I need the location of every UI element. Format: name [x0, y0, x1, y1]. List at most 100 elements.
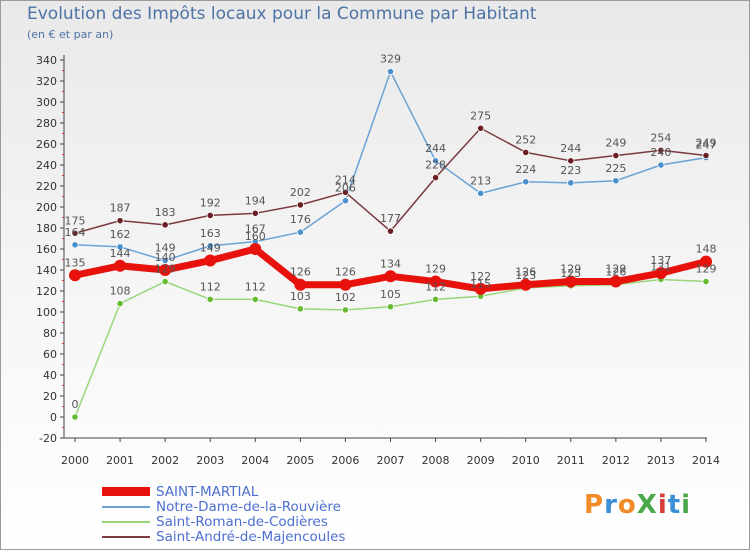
data-label: 225 — [605, 162, 626, 175]
data-point — [567, 157, 575, 165]
data-label: 224 — [515, 163, 536, 176]
data-point — [206, 295, 214, 303]
data-point — [69, 269, 81, 282]
data-label: 129 — [560, 263, 581, 276]
legend-swatch — [102, 487, 150, 496]
data-label: 194 — [245, 194, 266, 207]
data-point — [702, 277, 710, 286]
data-point — [161, 277, 169, 286]
data-label: 213 — [470, 174, 491, 187]
data-label: 137 — [650, 254, 671, 267]
data-point — [384, 270, 397, 283]
x-tick-label: 2009 — [467, 454, 495, 467]
data-point — [341, 197, 350, 205]
legend-swatch — [102, 505, 150, 508]
data-point — [159, 264, 172, 276]
legend-item: Saint-Roman-de-Codières — [102, 513, 345, 530]
data-label: 112 — [200, 280, 221, 293]
data-label: 126 — [515, 266, 536, 279]
legend-label: Saint-André-de-Majencoules — [156, 528, 346, 545]
data-label: 115 — [470, 277, 491, 290]
y-tick-label: 140 — [36, 264, 57, 277]
data-point — [296, 201, 304, 209]
data-point — [341, 188, 350, 196]
y-tick-label: 160 — [36, 243, 57, 256]
x-tick-label: 2007 — [377, 454, 405, 467]
data-label: 125 — [560, 267, 581, 280]
data-label: 244 — [425, 142, 446, 155]
data-label: 129 — [155, 263, 176, 276]
data-label: 254 — [650, 131, 671, 144]
data-label: 202 — [290, 186, 311, 199]
x-tick-label: 2012 — [602, 454, 630, 467]
data-label: 134 — [380, 257, 401, 270]
data-label: 149 — [155, 242, 176, 255]
data-label: 275 — [470, 109, 491, 122]
x-tick-label: 2002 — [151, 454, 179, 467]
data-point — [386, 303, 395, 311]
x-tick-label: 2006 — [331, 454, 359, 467]
data-label: 131 — [650, 260, 671, 273]
data-point — [609, 275, 622, 288]
data-point — [206, 242, 214, 250]
data-point — [114, 259, 127, 272]
data-point — [612, 177, 620, 185]
legend-item: Saint-André-de-Majencoules — [102, 528, 346, 545]
x-tick-label: 2005 — [286, 454, 314, 467]
data-label: 206 — [335, 182, 356, 195]
data-label: 183 — [155, 206, 176, 219]
proxiti-logo: ProXiti — [584, 490, 692, 520]
y-tick-label: -20 — [39, 432, 57, 445]
data-label: 162 — [110, 228, 131, 241]
data-label: 102 — [335, 291, 356, 304]
x-tick-label: 2001 — [106, 454, 134, 467]
data-point — [522, 148, 530, 156]
y-tick-label: 340 — [36, 54, 57, 67]
y-tick-label: 280 — [36, 117, 57, 130]
data-label: 148 — [696, 243, 717, 256]
data-point — [71, 229, 79, 237]
data-point — [654, 267, 667, 280]
data-label: 149 — [200, 242, 221, 255]
y-tick-label: 20 — [43, 390, 57, 403]
data-point — [251, 209, 259, 217]
data-label: 123 — [515, 269, 536, 282]
legend-swatch — [102, 535, 150, 538]
legend-swatch — [102, 520, 150, 523]
data-point — [294, 278, 307, 291]
data-label: 126 — [605, 266, 626, 279]
data-point — [206, 211, 214, 219]
x-tick-label: 2004 — [241, 454, 269, 467]
data-point — [519, 278, 532, 291]
legend-label: Notre-Dame-de-la-Rouvière — [156, 498, 341, 515]
data-label: 126 — [290, 266, 311, 279]
data-point — [612, 151, 620, 160]
legend-label: Saint-Roman-de-Codières — [156, 513, 328, 530]
data-point — [296, 305, 304, 313]
data-label: 167 — [245, 223, 266, 236]
data-label: 0 — [72, 398, 79, 411]
x-tick-label: 2010 — [512, 454, 540, 467]
data-label: 244 — [560, 142, 581, 155]
x-tick-label: 2011 — [557, 454, 585, 467]
data-label: 126 — [335, 266, 356, 279]
data-point — [657, 161, 665, 169]
data-point — [431, 157, 440, 165]
y-tick-label: 0 — [50, 411, 57, 424]
y-tick-label: 100 — [36, 306, 57, 319]
data-point — [564, 275, 577, 288]
y-tick-label: 40 — [43, 369, 57, 382]
data-point — [161, 221, 169, 229]
data-point — [296, 228, 304, 236]
y-tick-label: 80 — [43, 327, 57, 340]
data-label: 249 — [605, 137, 626, 150]
data-label: 103 — [290, 290, 311, 303]
data-point — [204, 254, 217, 267]
data-label: 252 — [515, 133, 536, 146]
data-point — [341, 306, 350, 314]
y-tick-label: 320 — [36, 75, 57, 88]
y-tick-label: 120 — [36, 285, 57, 298]
data-point — [116, 243, 124, 251]
